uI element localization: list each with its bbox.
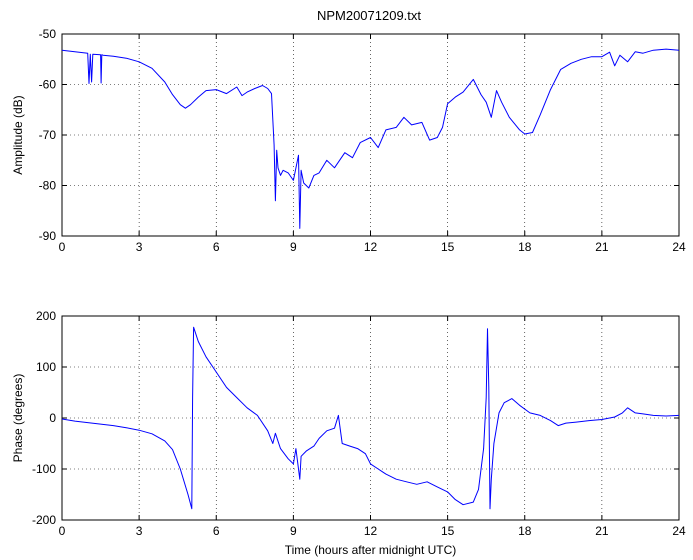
y-tick-label: 0 <box>49 411 56 425</box>
x-tick-label: 6 <box>213 240 220 254</box>
x-tick-label: 9 <box>290 240 297 254</box>
x-tick-label: 21 <box>595 524 609 538</box>
x-tick-label: 0 <box>59 524 66 538</box>
y-tick-label: 100 <box>36 360 56 374</box>
series-line <box>61 326 680 510</box>
x-tick-label: 12 <box>364 524 378 538</box>
x-tick-label: 3 <box>136 240 143 254</box>
x-tick-label: 18 <box>518 240 532 254</box>
y-tick-label: -90 <box>39 229 57 243</box>
y-tick-label: -200 <box>32 513 56 527</box>
x-tick-label: 24 <box>672 240 686 254</box>
phase-chart: 0 3 6 9 12 15 18 21 24 -200 -100 0 100 200 Phase (degr… <box>11 309 686 557</box>
x-tick-label: 6 <box>213 524 220 538</box>
x-tick-label: 24 <box>672 524 686 538</box>
x-tick-label: 18 <box>518 524 532 538</box>
y-tick-label: 200 <box>36 309 56 323</box>
x-tick-label: 21 <box>595 240 609 254</box>
x-tick-label: 0 <box>59 240 66 254</box>
y-axis-label: Phase (degrees) <box>11 374 25 463</box>
figure-title: NPM20071209.txt <box>317 8 421 23</box>
y-tick-label: -100 <box>32 462 56 476</box>
y-tick-label: -50 <box>39 27 57 41</box>
x-axis-label: Time (hours after midnight UTC) <box>285 543 457 557</box>
series-line <box>61 48 680 229</box>
x-tick-label: 15 <box>441 240 455 254</box>
x-tick-label: 12 <box>364 240 378 254</box>
x-tick-label: 9 <box>290 524 297 538</box>
x-tick-label: 15 <box>441 524 455 538</box>
y-tick-label: -70 <box>39 128 57 142</box>
x-tick-label: 3 <box>136 524 143 538</box>
y-tick-label: -60 <box>39 78 57 92</box>
amplitude-chart: 0 3 6 9 12 15 18 21 24 -90 -80 -70 -60 -50 Amplitude (… <box>11 27 686 254</box>
y-axis-label: Amplitude (dB) <box>11 95 25 174</box>
y-tick-label: -80 <box>39 179 57 193</box>
